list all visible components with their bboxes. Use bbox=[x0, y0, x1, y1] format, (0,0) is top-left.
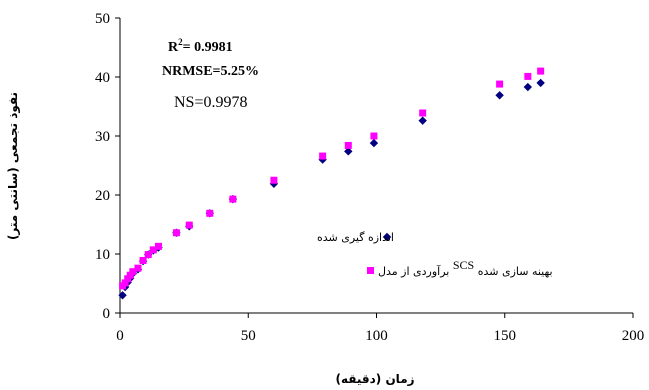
estimated-point bbox=[229, 195, 237, 203]
legend-label-estimated-prefix: برآوردی از مدل bbox=[378, 264, 453, 278]
estimated-point bbox=[124, 275, 132, 283]
estimated-point bbox=[185, 221, 193, 229]
estimated-point bbox=[537, 67, 545, 75]
estimated-point bbox=[149, 246, 157, 254]
legend-label-estimated: برآوردی از مدل SCS بهینه سازی شده bbox=[378, 258, 553, 278]
legend-label-estimated-suffix: بهینه سازی شده bbox=[474, 265, 552, 278]
y-tick-label: 0 bbox=[103, 306, 111, 322]
estimated-point bbox=[139, 256, 147, 264]
estimated-point bbox=[154, 242, 162, 250]
axes bbox=[115, 17, 634, 318]
x-tick-label: 200 bbox=[622, 328, 645, 344]
legend: اندازه گیری شده برآوردی از مدل SCS بهینه… bbox=[317, 231, 553, 278]
x-tick-label: 50 bbox=[241, 328, 256, 344]
x-axis-title: زمان (دقیقه) bbox=[335, 372, 414, 386]
x-tick-label: 100 bbox=[365, 328, 388, 344]
measured-point bbox=[495, 91, 504, 100]
estimated-point bbox=[172, 229, 180, 237]
measured-point bbox=[344, 147, 353, 156]
estimated-point bbox=[144, 251, 152, 259]
estimated-point bbox=[121, 279, 129, 287]
y-tick-label: 20 bbox=[95, 188, 110, 204]
estimated-point bbox=[370, 132, 378, 140]
r-squared-prefix: R bbox=[168, 40, 179, 55]
estimated-point bbox=[126, 271, 134, 279]
legend-label-measured: اندازه گیری شده bbox=[317, 231, 394, 244]
estimated-point bbox=[129, 268, 137, 276]
x-tick-label: 0 bbox=[116, 328, 124, 344]
y-axis-title: نفوذ تجمعی (سانتی متر) bbox=[6, 92, 21, 240]
measured-point bbox=[523, 82, 533, 92]
y-tick-label: 40 bbox=[95, 70, 110, 86]
estimated-point bbox=[134, 264, 142, 272]
estimated-point bbox=[419, 109, 427, 117]
estimated-point bbox=[344, 141, 352, 149]
legend-marker-estimated bbox=[367, 267, 374, 274]
measured-point bbox=[536, 78, 545, 88]
r-squared-superscript: 2 bbox=[178, 37, 183, 47]
y-tick-label: 10 bbox=[95, 247, 110, 263]
measured-point bbox=[369, 138, 379, 148]
legend-marker-measured bbox=[382, 232, 392, 242]
measured-point bbox=[418, 116, 427, 125]
tick-labels: 0 50 100 150 200 0 10 20 30 40 50 bbox=[95, 11, 644, 344]
legend-label-estimated-model: SCS bbox=[453, 258, 474, 272]
estimated-point bbox=[524, 72, 532, 80]
estimated-point bbox=[270, 176, 278, 184]
estimated-point bbox=[496, 80, 504, 88]
ns-annotation: NS=0.9978 bbox=[174, 94, 247, 111]
x-tick-label: 150 bbox=[494, 328, 517, 344]
r-squared-value: = 0.9981 bbox=[183, 40, 233, 55]
measured-point bbox=[118, 291, 127, 300]
y-tick-label: 50 bbox=[95, 11, 110, 27]
r-squared-annotation: R2= 0.9981 bbox=[168, 37, 233, 55]
estimated-point bbox=[206, 209, 214, 217]
y-tick-label: 30 bbox=[95, 129, 110, 145]
nrmse-annotation: NRMSE=5.25% bbox=[162, 64, 259, 79]
estimated-point bbox=[319, 152, 327, 160]
data-points bbox=[118, 67, 545, 300]
